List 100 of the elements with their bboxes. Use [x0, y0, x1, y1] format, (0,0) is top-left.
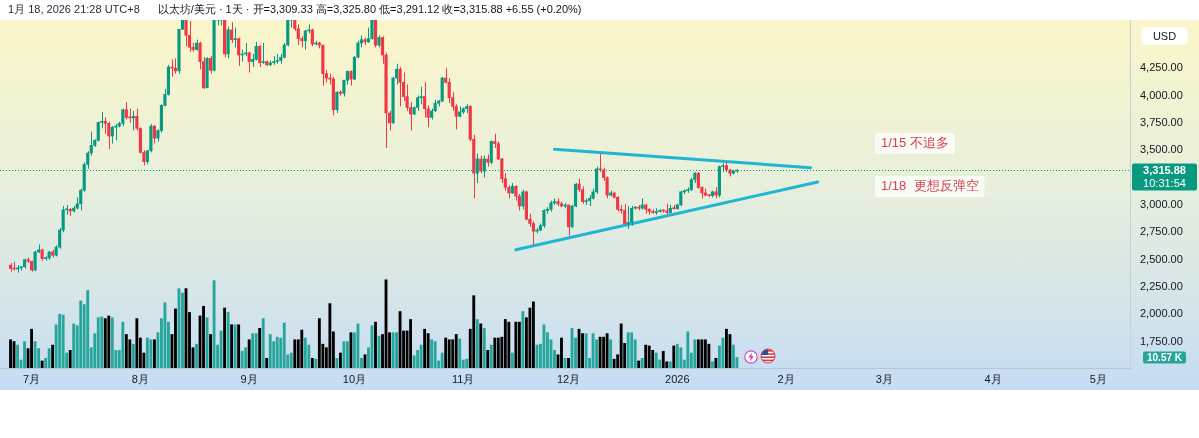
- bar: [293, 339, 297, 368]
- bar: [268, 334, 272, 368]
- bar: [714, 357, 718, 368]
- bar: [174, 308, 177, 368]
- x-tick-label: 2026: [665, 372, 690, 385]
- candlestick: [440, 76, 444, 103]
- bar: [209, 334, 212, 368]
- bar: [310, 357, 314, 368]
- bar: [661, 350, 665, 368]
- bar: [23, 341, 26, 368]
- bar: [440, 352, 444, 368]
- bar: [419, 344, 423, 368]
- bar: [444, 337, 448, 368]
- y-tick-label: 3,500.00: [1140, 143, 1183, 156]
- bar: [317, 318, 321, 368]
- bar: [223, 307, 227, 368]
- candlestick: [626, 205, 630, 230]
- bar: [40, 360, 44, 368]
- candlestick: [258, 44, 262, 68]
- bar: [300, 329, 304, 368]
- chart-subtitle: 1月 18, 2026 21:28 UTC+8: [8, 3, 140, 16]
- bar: [598, 336, 602, 368]
- bar: [335, 357, 339, 368]
- bar: [135, 318, 139, 368]
- bar: [458, 338, 462, 368]
- y-tick-label: 2,750.00: [1140, 225, 1183, 238]
- bar: [338, 352, 342, 368]
- bar: [149, 339, 153, 368]
- bar: [328, 303, 332, 368]
- bar: [510, 352, 514, 368]
- bar: [240, 350, 244, 368]
- bar: [124, 334, 128, 368]
- x-tick-label: 12月: [556, 372, 581, 385]
- text: 10:31:54: [1143, 176, 1186, 189]
- y-tick-label: 1,750.00: [1140, 334, 1183, 347]
- bar: [626, 332, 630, 368]
- candlestick: [247, 51, 251, 74]
- bar: [496, 337, 500, 368]
- bar: [707, 343, 711, 368]
- bar: [131, 343, 135, 368]
- bar: [79, 300, 83, 368]
- bar: [721, 337, 725, 368]
- bar: [289, 352, 293, 368]
- bar: [609, 339, 613, 368]
- annotation: 1/15 不追多: [881, 135, 949, 151]
- candlestick: [233, 27, 237, 48]
- text: 10.57 K: [1146, 351, 1183, 363]
- x-tick-label: 2月: [777, 372, 795, 385]
- bar: [521, 311, 525, 368]
- y-tick-label: 2,500.00: [1140, 252, 1183, 265]
- bar: [647, 345, 651, 368]
- x-tick-label: 5月: [1089, 372, 1107, 385]
- candlestick: [261, 42, 265, 65]
- y-axis-title: USD: [1152, 29, 1177, 42]
- bar: [226, 312, 230, 368]
- bar: [423, 328, 427, 368]
- candlestick: [398, 66, 402, 107]
- bar: [507, 321, 511, 368]
- bar: [619, 323, 623, 368]
- bar: [503, 319, 507, 368]
- y-tick-label: 3,000.00: [1140, 197, 1183, 210]
- x-tick-label: 11月: [452, 372, 475, 385]
- bar: [531, 301, 535, 368]
- bar: [61, 314, 65, 368]
- bar: [560, 337, 563, 368]
- bar: [472, 295, 476, 368]
- chart-title: 以太坊/美元 · 1天 · 开=3,309.33 高=3,325.80 低=3,291.12 收=3,315.88 +6.55 (+0.20%): [157, 3, 582, 16]
- bar: [47, 348, 51, 368]
- bar: [72, 323, 76, 368]
- bar: [30, 328, 34, 368]
- bar: [409, 319, 413, 368]
- bar: [247, 339, 251, 368]
- x-tick-label: 4月: [984, 372, 1002, 385]
- bar: [314, 358, 318, 368]
- bar: [244, 347, 248, 368]
- bar: [489, 344, 493, 368]
- x-tick-label: 8月: [131, 372, 149, 385]
- bar: [395, 332, 398, 368]
- bar: [732, 344, 735, 368]
- bar: [479, 323, 483, 368]
- bar: [121, 321, 125, 368]
- bar: [581, 333, 584, 368]
- candlestick: [489, 139, 493, 165]
- bar: [258, 327, 262, 368]
- bar: [433, 341, 437, 368]
- bar: [465, 358, 469, 368]
- x-tick-label: 10月: [342, 372, 367, 385]
- bar: [700, 339, 704, 368]
- ref-line-label: 3,315.88: [1143, 163, 1186, 176]
- bar: [447, 339, 451, 368]
- bar: [493, 337, 497, 368]
- annotation: 1/18 更想反弹空: [881, 178, 979, 194]
- bar: [591, 333, 595, 368]
- x-tick-label: 7月: [23, 372, 41, 385]
- y-tick-label: 2,250.00: [1140, 280, 1183, 293]
- y-tick-label: 4,250.00: [1140, 61, 1183, 74]
- bar: [426, 333, 430, 368]
- bar: [145, 337, 149, 368]
- bar: [219, 330, 223, 368]
- x-tick-label: 3月: [875, 372, 893, 385]
